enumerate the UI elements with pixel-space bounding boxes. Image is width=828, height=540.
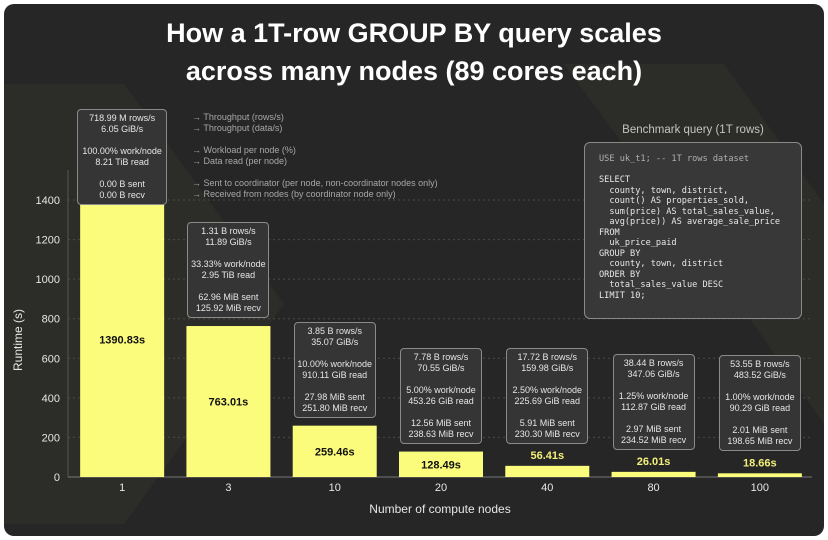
title-line-2: across many nodes (89 cores each) (185, 56, 643, 86)
bar-value-label: 1390.83s (99, 334, 145, 346)
title-line-1: How a 1T-row GROUP BY query scales (166, 18, 662, 48)
annotation-line: 225.69 GiB read (514, 395, 581, 406)
annotation-line: 2.97 MiB sent (626, 423, 682, 434)
annotation-line: 7.78 B rows/s (413, 351, 469, 362)
query-title: Benchmark query (1T rows) (622, 124, 764, 136)
y-tick-label: 1000 (36, 274, 60, 286)
annotation-line: 125.92 MiB recv (195, 303, 261, 314)
annotation-line: 8.21 TiB read (95, 157, 149, 167)
annotation-line: 112.87 GiB read (621, 401, 686, 412)
bar-annotation-box: 17.72 B rows/s 159.98 GiB/s 2.50% work/nod… (506, 347, 589, 444)
annotation-line: 347.06 GiB/s (627, 368, 680, 379)
bar-annotation-box: 7.78 B rows/s 70.55 GiB/s 5.00% work/node 4… (400, 347, 482, 444)
annotation-line: 17.72 B rows/s (517, 351, 578, 362)
x-tick-label: 20 (435, 482, 447, 494)
annotation-line: 12.56 MiB sent (410, 417, 472, 428)
bar-annotation-box: 3.85 B rows/s 35.07 GiB/s 10.00% work/node… (293, 321, 376, 418)
y-tick-label: 0 (54, 472, 60, 484)
bar-value-label: 18.66s (743, 457, 777, 469)
y-axis-label: Runtime (s) (11, 309, 25, 371)
annotation-line: 1.25% work/node (618, 390, 689, 401)
annotation-legend: → Throughput (rows/s) → Throughput (data/… (192, 112, 438, 200)
annotation-line: 159.98 GiB/s (521, 362, 574, 373)
bar-value-label: 56.41s (530, 450, 564, 462)
bar-annotation-box: 718.99 M rows/s 6.05 GiB/s 100.00% work/no… (77, 109, 168, 205)
chart-title: How a 1T-row GROUP BY query scales acros… (0, 14, 828, 90)
annotation-line: 27.98 MiB sent (304, 391, 365, 402)
annotation-line: 198.65 MiB recv (727, 436, 793, 447)
bar-value-label: 259.46s (315, 446, 355, 458)
bar (186, 326, 271, 477)
annotation-line: 453.26 GiB read (408, 395, 474, 406)
bar-annotation-box: 53.55 B rows/s 483.52 GiB/s 1.00% work/nod… (718, 355, 801, 452)
y-tick-label: 800 (42, 314, 60, 326)
legend-entry: → Sent to coordinator (per node, non-coo… (192, 178, 438, 188)
annotation-line: 70.55 GiB/s (417, 362, 465, 373)
annotation-line: 2.95 TiB read (201, 270, 256, 281)
y-tick-label: 1400 (36, 195, 60, 207)
bar-value-label: 763.01s (209, 397, 249, 409)
annotation-line: 251.80 MiB recv (302, 402, 368, 413)
annotation-line: 35.07 GiB/s (311, 336, 359, 347)
query-comment: USE uk_t1; -- 1T rows dataset (599, 154, 750, 164)
annotation-line: 0.00 B sent (99, 179, 145, 189)
bar (611, 471, 696, 477)
legend-entry: → Throughput (rows/s) (192, 112, 284, 122)
annotation-line: 1.00% work/node (725, 392, 795, 403)
bar-value-label: 26.01s (637, 456, 671, 468)
legend-entry: → Data read (per node) (192, 156, 288, 166)
annotation-line: 234.52 MiB recv (621, 434, 687, 445)
legend-entry: → Workload per node (%) (192, 145, 296, 155)
bar-value-label: 128.49s (421, 459, 461, 471)
y-tick-label: 600 (42, 353, 60, 365)
annotation-line: 6.05 GiB/s (101, 124, 144, 134)
annotation-line: 33.33% work/node (191, 259, 266, 270)
annotation-line: 238.63 MiB recv (408, 428, 474, 439)
x-tick-label: 40 (541, 482, 553, 494)
query-body: SELECT county, town, district, count() A… (599, 175, 781, 301)
benchmark-query-box: USE uk_t1; -- 1T rows dataset SELECT cou… (584, 142, 802, 319)
bar (505, 465, 590, 477)
bar (399, 451, 483, 477)
annotation-line: 910.11 GiB read (302, 369, 368, 380)
x-tick-label: 10 (329, 482, 341, 494)
x-axis-label: Number of compute nodes (369, 502, 510, 516)
annotation-line: 100.00% work/node (82, 146, 162, 156)
annotation-line: 90.29 GiB read (729, 403, 791, 414)
annotation-line: 1.31 B rows/s (201, 226, 256, 237)
annotation-line: 3.85 B rows/s (307, 325, 362, 336)
legend-entry: → Throughput (data/s) (192, 123, 283, 133)
x-tick-label: 100 (751, 482, 769, 494)
annotation-line: 0.00 B recv (99, 190, 145, 200)
annotation-line: 38.44 B rows/s (623, 357, 684, 368)
bar (292, 425, 377, 477)
annotation-line: 2.01 MiB sent (732, 425, 788, 436)
annotation-line: 718.99 M rows/s (89, 113, 156, 123)
annotation-line: 53.55 B rows/s (730, 359, 790, 370)
bar-annotation-box: 38.44 B rows/s 347.06 GiB/s 1.25% work/nod… (612, 353, 695, 450)
bar (717, 473, 802, 477)
annotation-line: 10.00% work/node (297, 358, 372, 369)
annotation-line: 5.00% work/node (406, 384, 476, 395)
annotation-line: 62.96 MiB sent (198, 292, 259, 303)
x-tick-label: 1 (119, 482, 125, 494)
y-tick-label: 400 (42, 393, 60, 405)
y-tick-label: 200 (42, 432, 60, 444)
bar (80, 201, 165, 478)
y-tick-label: 1200 (36, 235, 60, 247)
annotation-line: 230.30 MiB recv (514, 428, 580, 439)
x-tick-label: 3 (225, 482, 231, 494)
annotation-line: 2.50% work/node (512, 384, 583, 395)
annotation-line: 5.91 MiB sent (519, 417, 575, 428)
legend-entry: → Received from nodes (by coordinator no… (192, 189, 396, 199)
x-tick-label: 80 (647, 482, 659, 494)
annotation-line: 11.89 GiB/s (205, 237, 252, 248)
bar-annotation-box: 1.31 B rows/s 11.89 GiB/s 33.33% work/node… (187, 222, 270, 319)
annotation-line: 483.52 GiB/s (733, 370, 786, 381)
